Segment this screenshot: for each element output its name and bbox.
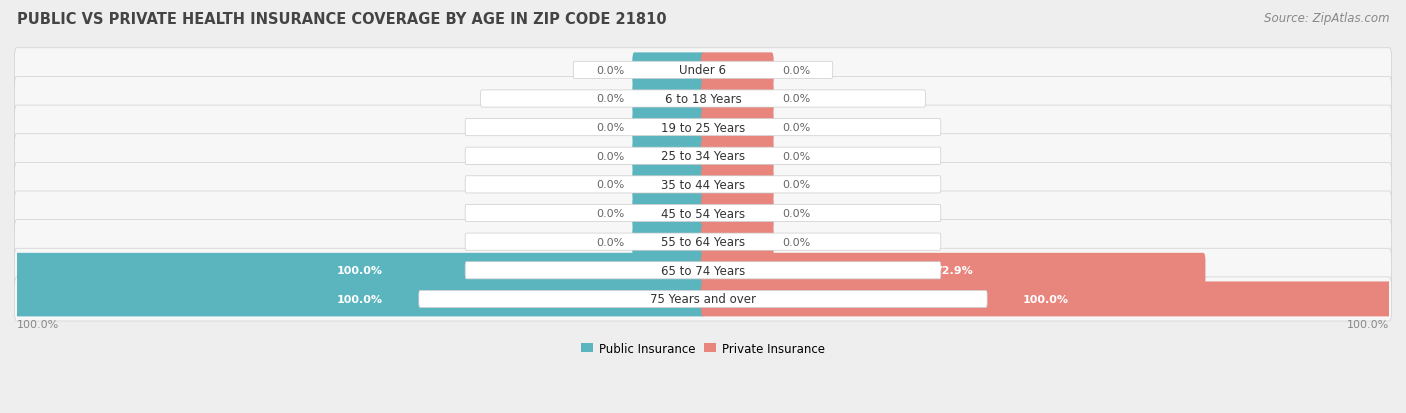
FancyBboxPatch shape: [702, 282, 1392, 317]
Text: 0.0%: 0.0%: [596, 123, 624, 133]
Text: 0.0%: 0.0%: [782, 209, 810, 218]
Text: 72.9%: 72.9%: [934, 266, 973, 275]
FancyBboxPatch shape: [14, 163, 1392, 207]
Text: 6 to 18 Years: 6 to 18 Years: [665, 93, 741, 106]
Text: 75 Years and over: 75 Years and over: [650, 293, 756, 306]
FancyBboxPatch shape: [633, 225, 704, 259]
FancyBboxPatch shape: [633, 110, 704, 145]
Text: Source: ZipAtlas.com: Source: ZipAtlas.com: [1264, 12, 1389, 25]
FancyBboxPatch shape: [14, 77, 1392, 121]
FancyBboxPatch shape: [14, 192, 1392, 235]
Text: 45 to 54 Years: 45 to 54 Years: [661, 207, 745, 220]
Text: 100.0%: 100.0%: [1347, 319, 1389, 329]
FancyBboxPatch shape: [702, 82, 773, 116]
Text: 65 to 74 Years: 65 to 74 Years: [661, 264, 745, 277]
Text: 0.0%: 0.0%: [782, 180, 810, 190]
FancyBboxPatch shape: [465, 262, 941, 279]
FancyBboxPatch shape: [633, 139, 704, 174]
Text: 55 to 64 Years: 55 to 64 Years: [661, 235, 745, 249]
FancyBboxPatch shape: [14, 253, 704, 288]
FancyBboxPatch shape: [465, 176, 941, 194]
FancyBboxPatch shape: [702, 253, 1205, 288]
FancyBboxPatch shape: [14, 277, 1392, 321]
FancyBboxPatch shape: [702, 168, 773, 202]
FancyBboxPatch shape: [465, 119, 941, 136]
FancyBboxPatch shape: [14, 106, 1392, 150]
Text: PUBLIC VS PRIVATE HEALTH INSURANCE COVERAGE BY AGE IN ZIP CODE 21810: PUBLIC VS PRIVATE HEALTH INSURANCE COVER…: [17, 12, 666, 27]
FancyBboxPatch shape: [574, 62, 832, 79]
Text: 100.0%: 100.0%: [17, 319, 59, 329]
FancyBboxPatch shape: [702, 110, 773, 145]
FancyBboxPatch shape: [465, 233, 941, 251]
FancyBboxPatch shape: [481, 91, 925, 108]
FancyBboxPatch shape: [633, 53, 704, 88]
FancyBboxPatch shape: [14, 220, 1392, 264]
Text: 100.0%: 100.0%: [337, 294, 382, 304]
Text: 0.0%: 0.0%: [596, 209, 624, 218]
FancyBboxPatch shape: [14, 249, 1392, 293]
FancyBboxPatch shape: [465, 148, 941, 165]
FancyBboxPatch shape: [14, 134, 1392, 178]
Text: 0.0%: 0.0%: [782, 94, 810, 104]
Text: 0.0%: 0.0%: [596, 180, 624, 190]
FancyBboxPatch shape: [633, 196, 704, 231]
Text: 0.0%: 0.0%: [782, 123, 810, 133]
Text: 0.0%: 0.0%: [596, 237, 624, 247]
Text: 0.0%: 0.0%: [782, 152, 810, 161]
FancyBboxPatch shape: [465, 205, 941, 222]
FancyBboxPatch shape: [14, 282, 704, 317]
Legend: Public Insurance, Private Insurance: Public Insurance, Private Insurance: [576, 337, 830, 360]
FancyBboxPatch shape: [702, 196, 773, 231]
Text: 0.0%: 0.0%: [596, 152, 624, 161]
FancyBboxPatch shape: [633, 168, 704, 202]
FancyBboxPatch shape: [14, 49, 1392, 93]
Text: 35 to 44 Years: 35 to 44 Years: [661, 178, 745, 191]
Text: 100.0%: 100.0%: [337, 266, 382, 275]
FancyBboxPatch shape: [702, 225, 773, 259]
Text: 100.0%: 100.0%: [1024, 294, 1069, 304]
FancyBboxPatch shape: [702, 53, 773, 88]
Text: 0.0%: 0.0%: [782, 237, 810, 247]
Text: 0.0%: 0.0%: [596, 66, 624, 76]
Text: Under 6: Under 6: [679, 64, 727, 77]
Text: 19 to 25 Years: 19 to 25 Years: [661, 121, 745, 134]
Text: 25 to 34 Years: 25 to 34 Years: [661, 150, 745, 163]
FancyBboxPatch shape: [702, 139, 773, 174]
Text: 0.0%: 0.0%: [596, 94, 624, 104]
FancyBboxPatch shape: [633, 82, 704, 116]
Text: 0.0%: 0.0%: [782, 66, 810, 76]
FancyBboxPatch shape: [419, 291, 987, 308]
